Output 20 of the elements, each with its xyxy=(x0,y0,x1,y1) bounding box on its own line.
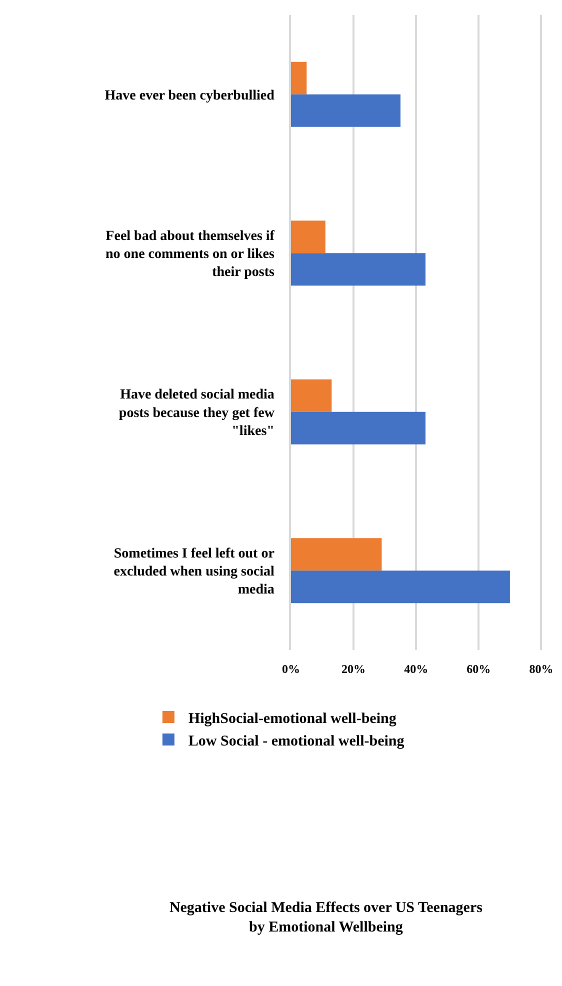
bar xyxy=(291,220,326,254)
bar xyxy=(291,538,382,571)
x-tick-label: 0% xyxy=(282,662,300,676)
y-tick-label: Feel bad about themselves if no one comments on or likes their posts xyxy=(106,228,275,280)
x-tick-label: 20% xyxy=(342,662,366,676)
legend-label: HighSocial-emotional well-being xyxy=(188,710,397,727)
text: Negative Social Media Effects over US Teenagers by Emotional Wellbeing xyxy=(169,900,483,936)
y-tick-label: Sometimes I feel left out or excluded when using social media xyxy=(114,546,275,598)
bar xyxy=(291,570,510,604)
y-tick-label: Have ever been cyberbullied xyxy=(104,88,275,104)
bar xyxy=(291,253,426,286)
bar xyxy=(291,412,426,444)
bar xyxy=(291,94,400,127)
y-tick-label: Have deleted social media posts because they get few "likes" xyxy=(118,388,276,439)
x-tick-label: 60% xyxy=(466,662,491,676)
x-tick-label: 40% xyxy=(404,662,428,676)
x-tick-label: 80% xyxy=(529,662,554,676)
bar xyxy=(291,62,307,94)
bar xyxy=(291,379,332,412)
legend-label: Low Social - emotional well-being xyxy=(188,733,405,750)
